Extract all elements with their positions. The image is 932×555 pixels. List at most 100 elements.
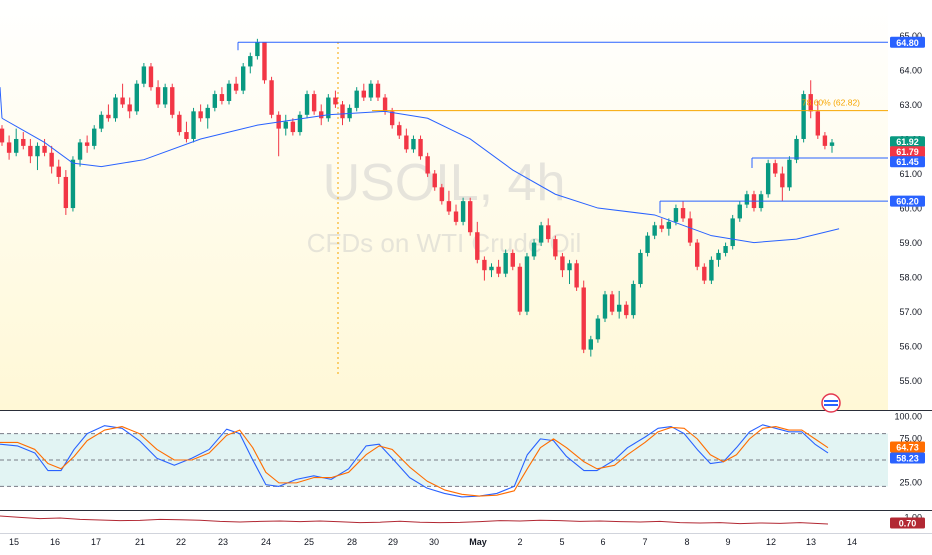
x-tick-label[interactable]: 29 bbox=[388, 537, 398, 547]
candle[interactable] bbox=[695, 239, 700, 271]
candle[interactable] bbox=[496, 259, 501, 278]
candle[interactable] bbox=[21, 132, 26, 150]
candle[interactable] bbox=[517, 263, 523, 316]
candle[interactable] bbox=[304, 90, 310, 119]
x-tick-label[interactable]: 5 bbox=[559, 537, 564, 547]
stoch-series-line[interactable] bbox=[0, 424, 829, 498]
candle[interactable] bbox=[92, 125, 97, 150]
candle[interactable] bbox=[120, 83, 125, 108]
candle[interactable] bbox=[538, 221, 544, 247]
candle[interactable] bbox=[468, 197, 473, 236]
candle[interactable] bbox=[588, 335, 594, 357]
candle[interactable] bbox=[560, 252, 565, 278]
candle[interactable] bbox=[84, 135, 90, 153]
candle[interactable] bbox=[595, 315, 601, 343]
candle[interactable] bbox=[70, 156, 76, 212]
candle[interactable] bbox=[340, 100, 345, 126]
candle[interactable] bbox=[404, 128, 409, 153]
candle[interactable] bbox=[248, 52, 253, 74]
candle[interactable] bbox=[709, 256, 714, 285]
x-tick-label[interactable]: 14 bbox=[847, 537, 857, 547]
candle[interactable] bbox=[666, 218, 672, 236]
x-tick-label[interactable]: 22 bbox=[176, 537, 186, 547]
x-tick-label[interactable]: 2 bbox=[517, 537, 522, 547]
candle[interactable] bbox=[659, 218, 664, 233]
x-tick-label[interactable]: 30 bbox=[429, 537, 439, 547]
candle[interactable] bbox=[624, 301, 629, 319]
candle[interactable] bbox=[829, 138, 835, 153]
candle[interactable] bbox=[794, 135, 799, 164]
candle[interactable] bbox=[77, 138, 83, 167]
candle[interactable] bbox=[354, 87, 359, 112]
candle[interactable] bbox=[489, 263, 494, 278]
candle[interactable] bbox=[680, 201, 686, 222]
x-tick-label[interactable]: 12 bbox=[766, 537, 776, 547]
candle[interactable] bbox=[524, 252, 530, 316]
candle[interactable] bbox=[397, 121, 402, 139]
candle[interactable] bbox=[780, 166, 785, 202]
candle[interactable] bbox=[702, 263, 707, 285]
candle[interactable] bbox=[35, 142, 40, 171]
x-tick-label[interactable]: 21 bbox=[135, 537, 145, 547]
candle[interactable] bbox=[425, 152, 430, 177]
osc-series-line[interactable] bbox=[0, 515, 829, 525]
x-tick-label[interactable]: 25 bbox=[304, 537, 314, 547]
candle[interactable] bbox=[290, 118, 296, 136]
candle[interactable] bbox=[319, 104, 324, 126]
candle[interactable] bbox=[297, 111, 303, 136]
candle[interactable] bbox=[106, 104, 111, 122]
candle[interactable] bbox=[730, 214, 735, 250]
candle[interactable] bbox=[198, 104, 203, 122]
candle[interactable] bbox=[361, 83, 366, 101]
candle[interactable] bbox=[460, 197, 466, 226]
candle[interactable] bbox=[127, 97, 132, 119]
candle[interactable] bbox=[170, 83, 175, 119]
candle[interactable] bbox=[744, 190, 750, 209]
candle[interactable] bbox=[631, 280, 636, 319]
candle[interactable] bbox=[56, 159, 61, 184]
stoch-series-line[interactable] bbox=[0, 426, 829, 497]
candle[interactable] bbox=[482, 256, 487, 281]
candle[interactable] bbox=[28, 138, 33, 164]
candle[interactable] bbox=[574, 259, 579, 291]
candle[interactable] bbox=[262, 42, 267, 84]
candle[interactable] bbox=[134, 80, 139, 115]
candle[interactable] bbox=[638, 249, 643, 288]
candle[interactable] bbox=[801, 90, 806, 143]
candle[interactable] bbox=[283, 114, 288, 136]
candle[interactable] bbox=[737, 201, 742, 222]
tradingview-logo-icon[interactable] bbox=[821, 393, 841, 413]
candle[interactable] bbox=[226, 80, 232, 105]
candle[interactable] bbox=[269, 76, 274, 119]
candle[interactable] bbox=[673, 204, 679, 226]
candle[interactable] bbox=[326, 94, 331, 122]
candle[interactable] bbox=[418, 135, 423, 160]
candle[interactable] bbox=[63, 170, 69, 215]
candle[interactable] bbox=[368, 80, 374, 101]
candle[interactable] bbox=[177, 111, 182, 136]
x-tick-label[interactable]: 23 bbox=[218, 537, 228, 547]
candle[interactable] bbox=[616, 290, 622, 319]
candle[interactable] bbox=[645, 232, 650, 257]
candle[interactable] bbox=[42, 138, 47, 157]
candle[interactable] bbox=[439, 183, 445, 205]
candle[interactable] bbox=[546, 218, 551, 243]
candle[interactable] bbox=[531, 239, 537, 260]
candle[interactable] bbox=[787, 156, 792, 191]
candle[interactable] bbox=[240, 62, 246, 95]
x-tick-label[interactable]: 16 bbox=[50, 537, 60, 547]
candle[interactable] bbox=[13, 128, 19, 157]
x-tick-label[interactable]: 17 bbox=[91, 537, 101, 547]
candle[interactable] bbox=[162, 83, 168, 108]
candle[interactable] bbox=[773, 159, 778, 177]
candle[interactable] bbox=[191, 107, 196, 143]
candle[interactable] bbox=[553, 235, 558, 260]
candle[interactable] bbox=[49, 145, 54, 174]
x-tick-label[interactable]: May bbox=[469, 537, 487, 547]
candle[interactable] bbox=[389, 107, 395, 129]
candle[interactable] bbox=[205, 104, 210, 129]
candle[interactable] bbox=[446, 190, 452, 215]
candle[interactable] bbox=[113, 94, 118, 122]
candle[interactable] bbox=[0, 125, 5, 146]
candle[interactable] bbox=[6, 135, 12, 160]
